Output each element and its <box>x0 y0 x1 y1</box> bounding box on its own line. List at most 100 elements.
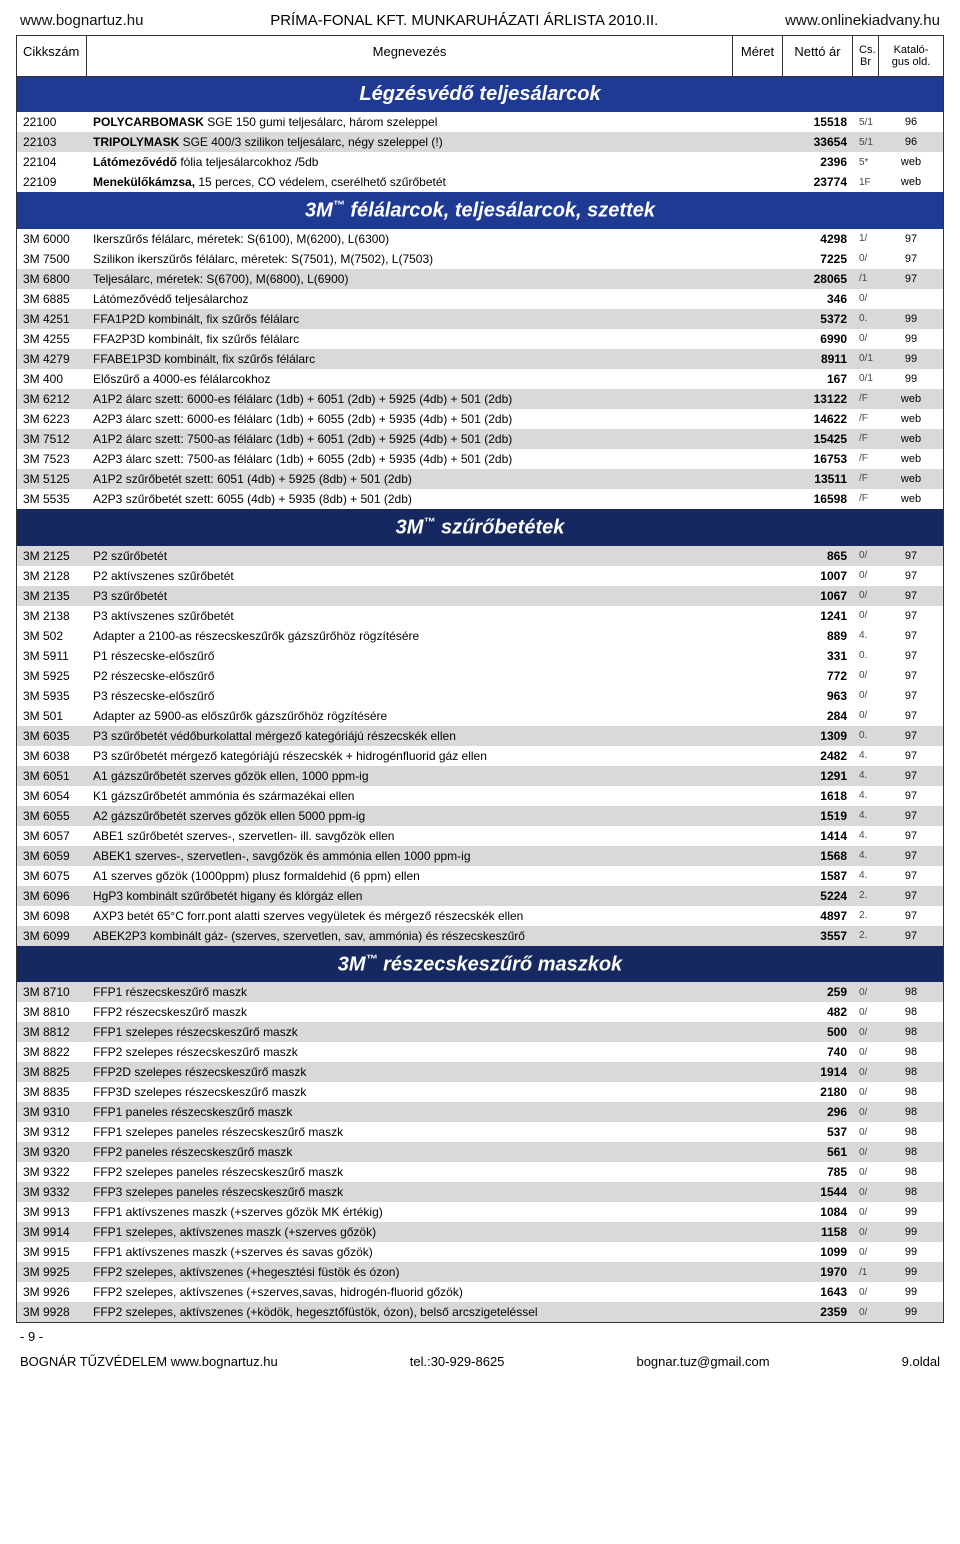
cell-name: AXP3 betét 65°C forr.pont alatti szerves… <box>87 906 733 926</box>
col-code: Cikkszám <box>17 36 87 76</box>
cell-size <box>733 249 783 269</box>
cell-price: 785 <box>783 1162 853 1182</box>
cell-code: 3M 6098 <box>17 906 87 926</box>
cell-code: 3M 9322 <box>17 1162 87 1182</box>
table-row: 3M 6223A2P3 álarc szett: 6000-es félálar… <box>17 409 943 429</box>
cell-name: FFP2 szelepes részecskeszűrő maszk <box>87 1042 733 1062</box>
cell-name: HgP3 kombinált szűrőbetét higany és klór… <box>87 886 733 906</box>
cell-cat: 99 <box>879 309 943 329</box>
cell-code: 3M 400 <box>17 369 87 389</box>
cell-cat: 97 <box>879 846 943 866</box>
cell-name: P3 szűrőbetét <box>87 586 733 606</box>
cell-price: 284 <box>783 706 853 726</box>
cell-code: 3M 8835 <box>17 1082 87 1102</box>
cell-code: 22103 <box>17 132 87 152</box>
cell-cs: 4. <box>853 766 879 786</box>
table-row: 3M 4279FFABE1P3D kombinált, fix szűrős f… <box>17 349 943 369</box>
cell-cat: 99 <box>879 369 943 389</box>
cell-price: 14622 <box>783 409 853 429</box>
cell-name: A2P3 álarc szett: 7500-as félálarc (1db)… <box>87 449 733 469</box>
table-row: 3M 2138P3 aktívszenes szűrőbetét12410/97 <box>17 606 943 626</box>
cell-size <box>733 886 783 906</box>
cell-code: 3M 9925 <box>17 1262 87 1282</box>
cell-name: ABEK2P3 kombinált gáz- (szerves, szervet… <box>87 926 733 946</box>
table-row: 22103TRIPOLYMASK SGE 400/3 szilikon telj… <box>17 132 943 152</box>
cell-name: FFP1 aktívszenes maszk (+szerves gőzök M… <box>87 1202 733 1222</box>
col-size: Méret <box>733 36 783 76</box>
cell-price: 1414 <box>783 826 853 846</box>
cell-size <box>733 132 783 152</box>
cell-cs: 0/ <box>853 1082 879 1102</box>
cell-code: 3M 6000 <box>17 229 87 249</box>
cell-cat: 97 <box>879 866 943 886</box>
cell-size <box>733 646 783 666</box>
cell-cat: 99 <box>879 349 943 369</box>
cell-name: Szilikon ikerszűrős félálarc, méretek: S… <box>87 249 733 269</box>
cell-size <box>733 706 783 726</box>
cell-name: FFP2 szelepes paneles részecskeszűrő mas… <box>87 1162 733 1182</box>
cell-price: 1099 <box>783 1242 853 1262</box>
cell-cs: /F <box>853 489 879 509</box>
cell-cat: 97 <box>879 746 943 766</box>
cell-price: 482 <box>783 1002 853 1022</box>
cell-name: FFP1 szelepes, aktívszenes maszk (+szerv… <box>87 1222 733 1242</box>
cell-cat: 97 <box>879 249 943 269</box>
cell-cs: 5/1 <box>853 112 879 132</box>
cell-cs: 5* <box>853 152 879 172</box>
cell-code: 3M 9915 <box>17 1242 87 1262</box>
cell-cat: web <box>879 429 943 449</box>
section-title: 3M™ félálarcok, teljesálarcok, szettek <box>17 192 943 229</box>
cell-code: 3M 7512 <box>17 429 87 449</box>
cell-cat: 97 <box>879 666 943 686</box>
col-cs: Cs. Br <box>853 36 879 76</box>
cell-cs: 0/ <box>853 1182 879 1202</box>
cell-cs: 0/ <box>853 686 879 706</box>
cell-price: 772 <box>783 666 853 686</box>
cell-price: 4897 <box>783 906 853 926</box>
table-row: 3M 6054K1 gázszűrőbetét ammónia és szárm… <box>17 786 943 806</box>
cell-cs: 0/ <box>853 1142 879 1162</box>
cell-code: 3M 6800 <box>17 269 87 289</box>
table-row: 3M 8835FFP3D szelepes részecskeszűrő mas… <box>17 1082 943 1102</box>
cell-size <box>733 349 783 369</box>
cell-code: 3M 6059 <box>17 846 87 866</box>
cell-price: 500 <box>783 1022 853 1042</box>
table-row: 3M 5911P1 részecske-előszűrő3310.97 <box>17 646 943 666</box>
cell-cat: 97 <box>879 726 943 746</box>
cell-size <box>733 746 783 766</box>
cell-code: 3M 6055 <box>17 806 87 826</box>
cell-cat: 98 <box>879 1062 943 1082</box>
cell-price: 6990 <box>783 329 853 349</box>
footer-company: BOGNÁR TŰZVÉDELEM www.bognartuz.hu <box>20 1354 278 1369</box>
cell-code: 3M 4255 <box>17 329 87 349</box>
cell-cat: 98 <box>879 1102 943 1122</box>
cell-cat: 99 <box>879 1282 943 1302</box>
cell-name: FFP2D szelepes részecskeszűrő maszk <box>87 1062 733 1082</box>
cell-cs: 4. <box>853 626 879 646</box>
cell-code: 22104 <box>17 152 87 172</box>
cell-cat: 99 <box>879 1242 943 1262</box>
cell-code: 3M 4251 <box>17 309 87 329</box>
price-table: 3M 2125P2 szűrőbetét8650/973M 2128P2 akt… <box>17 546 943 946</box>
cell-cat: 97 <box>879 269 943 289</box>
cell-cat: 96 <box>879 132 943 152</box>
cell-price: 346 <box>783 289 853 309</box>
cell-price: 537 <box>783 1122 853 1142</box>
table-row: 3M 9926FFP2 szelepes, aktívszenes (+szer… <box>17 1282 943 1302</box>
cell-name: FFP1 paneles részecskeszűrő maszk <box>87 1102 733 1122</box>
cell-cat: web <box>879 152 943 172</box>
cell-price: 1587 <box>783 866 853 886</box>
col-cat: Kataló-gus old. <box>879 36 943 76</box>
table-row: 3M 6038P3 szűrőbetét mérgező kategóriájú… <box>17 746 943 766</box>
cell-price: 2396 <box>783 152 853 172</box>
cell-code: 3M 8710 <box>17 982 87 1002</box>
cell-cs: 0/ <box>853 1302 879 1322</box>
cell-code: 3M 6212 <box>17 389 87 409</box>
cell-name: FFP1 szelepes részecskeszűrő maszk <box>87 1022 733 1042</box>
table-row: 3M 502Adapter a 2100-as részecskeszűrők … <box>17 626 943 646</box>
footer-page-left: - 9 - <box>16 1323 944 1346</box>
cell-name: P2 aktívszenes szűrőbetét <box>87 566 733 586</box>
cell-size <box>733 826 783 846</box>
table-row: 3M 6055A2 gázszűrőbetét szerves gőzök el… <box>17 806 943 826</box>
cell-price: 1067 <box>783 586 853 606</box>
